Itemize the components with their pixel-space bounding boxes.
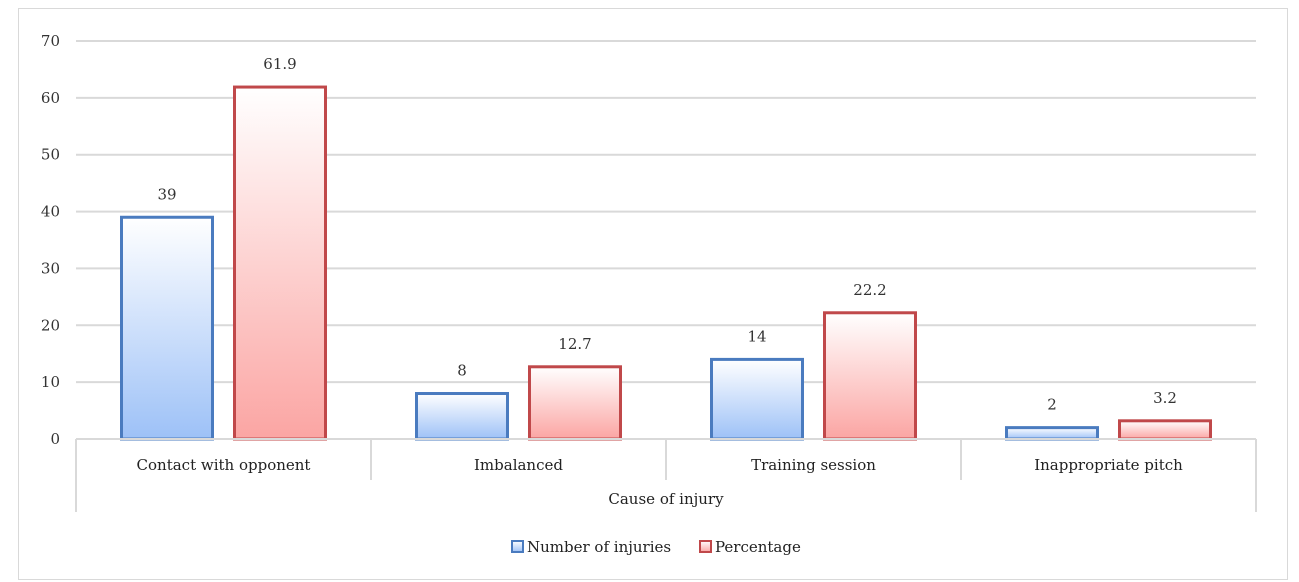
data-label: 39 [157,185,176,203]
x-axis: Contact with opponent Imbalanced Training … [75,438,1257,512]
bar-percentage [233,85,327,441]
legend-label: Number of injuries [527,538,671,556]
y-tick-label: 70 [41,32,60,50]
data-label: 3.2 [1153,389,1177,407]
legend-swatch [699,540,712,553]
bar-number-of-injuries [415,392,509,441]
legend-label: Percentage [715,538,801,556]
bar-percentage [528,365,622,441]
y-tick-label: 10 [41,373,60,391]
data-label: 61.9 [263,55,296,73]
y-tick-label: 0 [50,430,60,448]
bar-percentage [823,311,917,441]
legend-swatch [511,540,524,553]
bar-number-of-injuries [710,357,804,441]
data-label: 14 [747,327,766,345]
category-label: Contact with opponent [137,456,311,474]
bar-number-of-injuries [1005,426,1099,441]
y-tick-label: 30 [41,259,60,277]
y-tick-label: 40 [41,203,60,221]
data-label: 22.2 [853,281,886,299]
data-labels: 39 61.9 8 12.7 14 22.2 2 3.2 [157,55,1176,414]
bars [120,85,1212,441]
category-label: Inappropriate pitch [1034,456,1183,474]
y-tick-label: 20 [41,316,60,334]
bar-number-of-injuries [120,215,214,441]
legend: Number of injuries Percentage [511,538,801,556]
x-axis-title: Cause of injury [608,490,724,508]
category-label: Imbalanced [474,456,563,474]
bar-percentage [1118,419,1212,441]
y-tick-label: 50 [41,146,60,164]
chart-frame [18,8,1288,580]
data-label: 12.7 [558,335,591,353]
y-axis-ticks: 0 10 20 30 40 50 60 70 [41,32,60,448]
data-label: 8 [457,362,467,380]
y-tick-label: 60 [41,89,60,107]
category-label: Training session [751,456,876,474]
data-label: 2 [1047,396,1057,414]
